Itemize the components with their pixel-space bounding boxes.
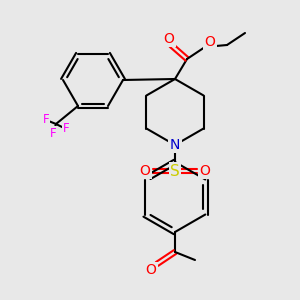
Text: O: O (140, 164, 150, 178)
Text: O: O (164, 32, 174, 46)
Text: O: O (200, 164, 210, 178)
Text: N: N (170, 138, 180, 152)
Text: F: F (50, 128, 56, 140)
Text: S: S (170, 164, 180, 178)
Text: F: F (63, 122, 69, 136)
Text: F: F (43, 113, 49, 127)
Text: O: O (205, 35, 215, 49)
Text: O: O (146, 263, 156, 277)
